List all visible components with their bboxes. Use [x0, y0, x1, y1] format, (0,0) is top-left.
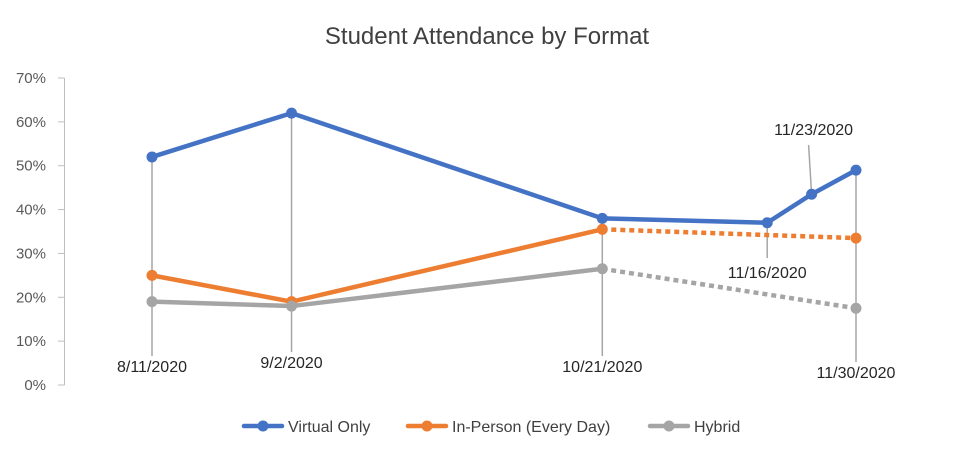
date-callouts: [151, 113, 857, 362]
legend-item: Virtual Only: [241, 419, 370, 436]
legend-marker: [663, 420, 675, 432]
chart-title: Student Attendance by Format: [325, 23, 650, 50]
data-point: [850, 232, 862, 244]
series-segment-dashed: [601, 266, 857, 311]
series-group: [146, 223, 862, 308]
series-segment: [289, 266, 605, 309]
date-labels: 8/11/2020 9/2/2020 10/21/2020 11/16/2020 11/…: [117, 122, 896, 382]
axis-layer: 0% 10% 20% 30% 40% 50% 60% 70%: [16, 70, 65, 394]
date-label: 11/16/2020: [728, 265, 807, 282]
series-segment: [149, 110, 294, 160]
series-group: [146, 107, 862, 229]
data-point: [146, 296, 158, 308]
series-segment: [149, 273, 294, 304]
legend-label: Hybrid: [694, 419, 740, 436]
series-segment: [289, 110, 605, 221]
series-segment: [149, 299, 294, 309]
series-segment: [809, 167, 859, 197]
series-segment: [600, 216, 770, 225]
data-point: [806, 188, 818, 200]
y-tick-label: 10%: [16, 333, 46, 350]
data-point: [850, 302, 862, 314]
legend-item: In-Person (Every Day): [405, 419, 610, 436]
legend-label: Virtual Only: [288, 419, 370, 436]
data-point: [850, 164, 862, 176]
data-point: [596, 263, 608, 275]
series-segment: [764, 191, 814, 225]
series-segment-dashed: [602, 227, 857, 241]
y-tick-label: 40%: [16, 202, 46, 219]
legend-marker: [421, 420, 433, 432]
date-leader-line: [807, 144, 813, 195]
y-tick-label: 50%: [16, 158, 46, 175]
data-point: [286, 300, 298, 312]
data-point: [286, 107, 298, 119]
date-label: 11/23/2020: [774, 122, 853, 139]
date-label: 11/30/2020: [817, 365, 896, 382]
date-label: 10/21/2020: [562, 359, 642, 376]
series-group: [146, 263, 862, 314]
legend: Virtual Only In-Person (Every Day) Hybrid: [241, 419, 740, 436]
legend-item: Hybrid: [647, 419, 740, 436]
data-point: [596, 212, 608, 224]
date-label: 8/11/2020: [117, 359, 187, 376]
legend-marker: [257, 420, 269, 432]
data-point: [596, 223, 608, 235]
y-tick-label: 0%: [24, 377, 46, 394]
legend-label: In-Person (Every Day): [452, 419, 610, 436]
y-tick-label: 30%: [16, 245, 46, 262]
data-point: [761, 217, 773, 229]
data-point: [146, 269, 158, 281]
y-tick-label: 20%: [16, 289, 46, 306]
series-segment: [289, 227, 605, 304]
series-layer: [146, 107, 862, 314]
y-tick-label: 70%: [16, 70, 46, 87]
y-tick-label: 60%: [16, 114, 46, 131]
date-label: 9/2/2020: [260, 355, 322, 372]
data-point: [146, 151, 158, 163]
